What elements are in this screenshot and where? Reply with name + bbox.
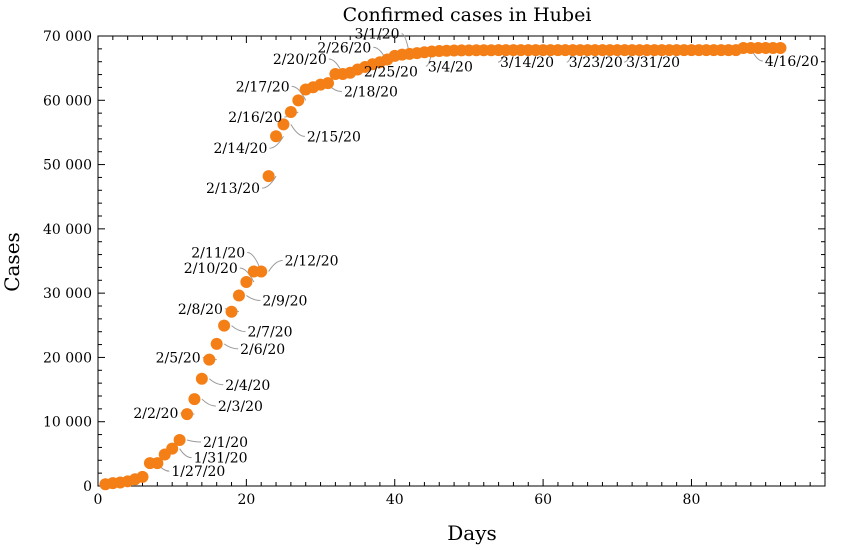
- y-tick-label: 20 000: [43, 350, 92, 366]
- data-point: [203, 353, 216, 366]
- annotation-label: 2/14/20: [213, 141, 267, 157]
- annotation-leader: [201, 398, 216, 407]
- data-point: [181, 408, 194, 421]
- annotation-leader: [269, 135, 284, 149]
- annotation-label: 2/20/20: [273, 52, 327, 68]
- annotation-leader: [208, 378, 224, 386]
- annotation-label: 2/2/20: [133, 406, 178, 422]
- x-axis-label: Days: [447, 521, 497, 545]
- data-point: [292, 94, 305, 107]
- data-point: [255, 265, 268, 278]
- annotation-label: 2/1/20: [203, 435, 248, 451]
- annotation-label: 3/1/20: [355, 27, 400, 43]
- data-point: [321, 77, 334, 90]
- annotation-label: 2/9/20: [262, 294, 307, 310]
- axis-ticks: 0 20 40 60 80 0 10 000 20 000 30 000 40 000 50 000…: [43, 29, 826, 508]
- data-point: [277, 118, 290, 131]
- annotation-label: 2/18/20: [344, 85, 398, 101]
- data-point: [195, 372, 208, 385]
- data-point: [270, 130, 283, 143]
- annotation-leader: [186, 439, 202, 443]
- annotation-leader: [246, 295, 261, 302]
- annotation-label: 3/4/20: [428, 59, 473, 75]
- y-tick-label: 60 000: [43, 93, 92, 109]
- annotation-label: 2/6/20: [240, 342, 285, 358]
- data-point: [284, 105, 297, 118]
- annotation-label: 2/8/20: [178, 302, 223, 318]
- y-tick-label: 30 000: [43, 286, 92, 302]
- annotation-label: 2/4/20: [225, 378, 270, 394]
- annotation-leader: [239, 267, 255, 283]
- data-point: [210, 337, 223, 350]
- annotation-label: 2/10/20: [184, 261, 238, 277]
- annotation-label: 2/13/20: [206, 181, 260, 197]
- annotation-leader: [223, 343, 239, 350]
- annotation-label: 2/25/20: [364, 64, 418, 80]
- data-point: [136, 470, 149, 483]
- x-tick-label: 80: [683, 492, 701, 508]
- annotation-leader: [231, 325, 246, 333]
- annotation-label: 2/15/20: [307, 129, 361, 145]
- plot-frame: [97, 35, 826, 487]
- annotation-label: 2/17/20: [236, 79, 290, 95]
- annotation-leader: [290, 124, 305, 137]
- annotation-label: 4/16/20: [765, 54, 819, 70]
- y-tick-label: 0: [83, 479, 92, 495]
- data-point: [173, 434, 186, 447]
- y-axis-label: Cases: [0, 232, 24, 292]
- data-point: [232, 289, 245, 302]
- annotation-label: 2/7/20: [248, 325, 293, 341]
- annotation-label: 1/27/20: [171, 464, 225, 480]
- x-tick-label: 20: [237, 492, 255, 508]
- x-tick-label: 40: [386, 492, 404, 508]
- annotation-label: 2/3/20: [218, 399, 263, 415]
- annotation-leader: [268, 260, 283, 272]
- annotation-label: 2/12/20: [285, 254, 339, 270]
- data-point: [218, 319, 231, 332]
- annotation-label: 2/16/20: [228, 110, 282, 126]
- data-points: [99, 42, 787, 491]
- data-point: [225, 305, 238, 318]
- data-point: [188, 393, 201, 406]
- annotation-label: 3/14/20: [500, 55, 554, 71]
- y-tick-label: 40 000: [43, 222, 92, 238]
- annotation-label: 2/11/20: [191, 246, 245, 262]
- y-tick-label: 50 000: [43, 158, 92, 174]
- annotation-label: 2/26/20: [317, 40, 371, 56]
- x-tick-label: 60: [534, 492, 552, 508]
- data-point: [774, 42, 787, 55]
- annotation-label: 3/31/20: [626, 55, 680, 71]
- data-point: [240, 276, 253, 289]
- annotation-label: 1/31/20: [194, 451, 248, 467]
- y-tick-label: 70 000: [43, 29, 92, 45]
- annotation-label: 3/23/20: [569, 55, 623, 71]
- data-point: [151, 457, 164, 470]
- annotation-leader: [179, 448, 192, 459]
- data-point: [262, 170, 275, 183]
- annotation-labels: 1/27/201/31/202/1/20 2/2/20 2/3/20 2/4/20 2/…: [133, 27, 818, 481]
- annotation-leader: [291, 85, 307, 101]
- annotation-leader: [262, 175, 277, 189]
- x-tick-label: 0: [94, 492, 103, 508]
- chart-title: Confirmed cases in Hubei: [343, 4, 592, 26]
- data-point: [166, 442, 179, 455]
- annotation-label: 2/5/20: [156, 351, 201, 367]
- y-tick-label: 10 000: [43, 415, 92, 431]
